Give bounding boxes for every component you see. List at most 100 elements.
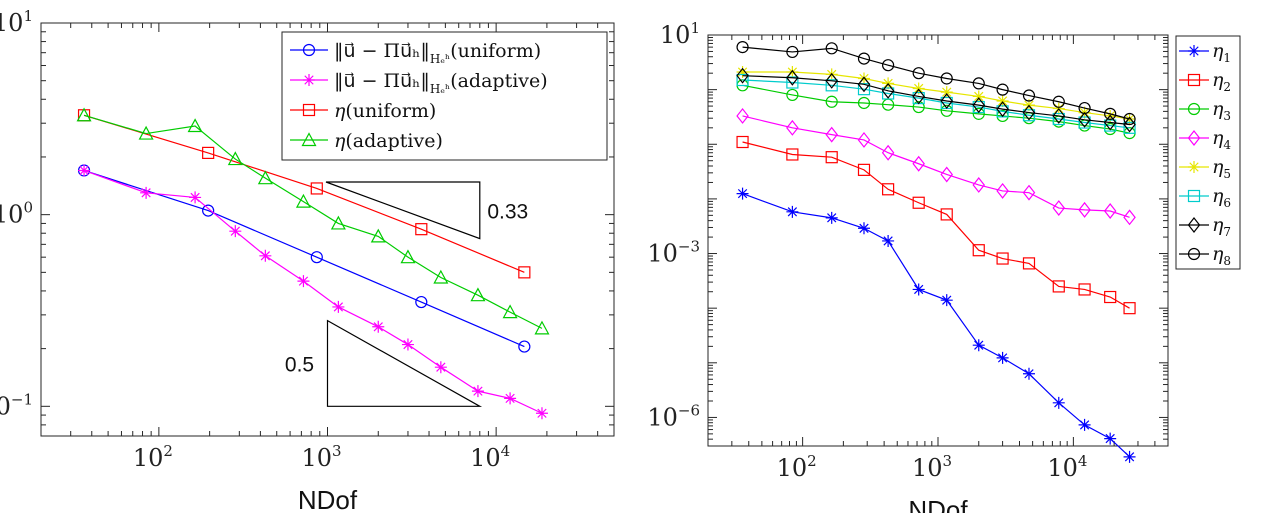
x-tick-label: 104 xyxy=(1047,452,1087,482)
series-eta8 xyxy=(736,41,1136,126)
data-point xyxy=(825,126,838,143)
data-point xyxy=(138,125,154,140)
slope-triangle xyxy=(325,181,481,240)
data-point xyxy=(1123,121,1136,134)
legend-tail: (adaptive) xyxy=(450,70,548,92)
data-point xyxy=(996,182,1009,199)
series-eta1 xyxy=(736,187,1136,463)
legend-symbol: η xyxy=(1212,243,1224,265)
data-point xyxy=(1022,89,1036,102)
series-eta4 xyxy=(736,107,1136,226)
data-point xyxy=(297,275,310,288)
data-point xyxy=(470,287,486,302)
data-point xyxy=(786,76,799,89)
data-point xyxy=(518,340,531,353)
legend-label: η6 xyxy=(1212,185,1231,210)
data-point xyxy=(1022,109,1036,122)
data-point xyxy=(996,94,1009,107)
data-point xyxy=(310,182,323,195)
data-point xyxy=(857,83,871,96)
data-point xyxy=(972,107,985,120)
data-point xyxy=(882,234,895,247)
y-tick-label: 10−6 xyxy=(647,401,700,431)
x-tick-exponent: 3 xyxy=(332,442,342,460)
legend-marker xyxy=(1187,130,1201,146)
y-tick-base: 10 xyxy=(0,9,23,37)
data-point xyxy=(1052,396,1065,409)
data-point xyxy=(940,104,953,117)
legend-subscript: 2 xyxy=(1223,80,1231,94)
y-tick-base: 10 xyxy=(0,201,23,229)
slope-label: 0.5 xyxy=(285,353,314,376)
legend-label: η5 xyxy=(1212,156,1231,181)
data-point xyxy=(881,144,895,161)
data-point xyxy=(972,339,985,352)
data-point xyxy=(940,166,953,183)
data-point xyxy=(433,269,449,284)
data-point xyxy=(825,79,838,92)
data-point xyxy=(471,385,484,398)
data-point xyxy=(736,135,749,149)
series-3 xyxy=(76,107,550,335)
data-point xyxy=(310,251,323,264)
data-point xyxy=(295,193,311,208)
data-point xyxy=(1022,257,1036,270)
data-point xyxy=(1104,290,1117,304)
data-point xyxy=(912,100,925,114)
legend-main: η xyxy=(334,100,346,122)
data-point xyxy=(857,163,871,176)
legend-subscript: 1 xyxy=(1223,51,1231,65)
data-point xyxy=(912,82,925,95)
data-point xyxy=(786,205,799,218)
data-point xyxy=(1078,283,1091,296)
legend-item: η2 xyxy=(1179,69,1231,94)
data-point xyxy=(972,176,986,193)
legend-label: η3 xyxy=(1212,98,1231,123)
data-point xyxy=(1104,107,1117,120)
legend-marker xyxy=(1187,73,1201,87)
legend-symbol: η xyxy=(1212,69,1224,91)
legend-label: ‖u⃗ − Πu⃗ₕ‖Hₑʰ(uniform) xyxy=(334,40,541,66)
legend-label: η1 xyxy=(1212,40,1231,65)
legend-symbol: η xyxy=(1212,127,1224,149)
data-point xyxy=(1123,113,1136,126)
data-point xyxy=(825,95,838,108)
data-point xyxy=(370,228,386,243)
legend-item: η3 xyxy=(1179,98,1231,123)
data-point xyxy=(786,45,799,59)
legend-marker xyxy=(1187,189,1201,203)
data-point xyxy=(857,76,871,93)
data-point xyxy=(972,244,985,257)
data-point xyxy=(786,69,799,86)
legend-item: ‖u⃗ − Πu⃗ₕ‖Hₑʰ(uniform) xyxy=(290,40,541,66)
x-tick-exponent: 2 xyxy=(163,442,173,460)
data-point xyxy=(434,361,447,374)
legend-symbol: η xyxy=(1212,156,1224,178)
data-point xyxy=(330,215,346,230)
x-tick-base: 10 xyxy=(301,444,332,472)
legend-subscript: 5 xyxy=(1223,167,1231,181)
data-point xyxy=(912,67,925,80)
series-line xyxy=(83,169,525,348)
data-point xyxy=(1022,367,1035,380)
data-point xyxy=(1123,450,1136,463)
data-point xyxy=(1078,418,1091,431)
legend-item: η(adaptive) xyxy=(290,130,443,152)
x-tick-exponent: 4 xyxy=(501,442,511,460)
data-point xyxy=(202,146,215,160)
y-tick-label: 10−1 xyxy=(0,390,33,420)
data-point xyxy=(1022,104,1036,121)
x-tick-label: 103 xyxy=(301,442,341,472)
x-tick-exponent: 2 xyxy=(807,452,817,470)
legend-subscript: Hₑʰ xyxy=(430,52,450,66)
x-axis-label: NDof xyxy=(298,485,358,513)
legend-subscript: 3 xyxy=(1223,109,1231,123)
series-1 xyxy=(78,164,548,420)
data-point xyxy=(736,187,749,200)
data-point xyxy=(372,320,385,333)
data-point xyxy=(857,72,870,85)
data-point xyxy=(940,72,953,85)
data-point xyxy=(825,151,838,164)
legend-tail: (uniform) xyxy=(345,100,436,122)
